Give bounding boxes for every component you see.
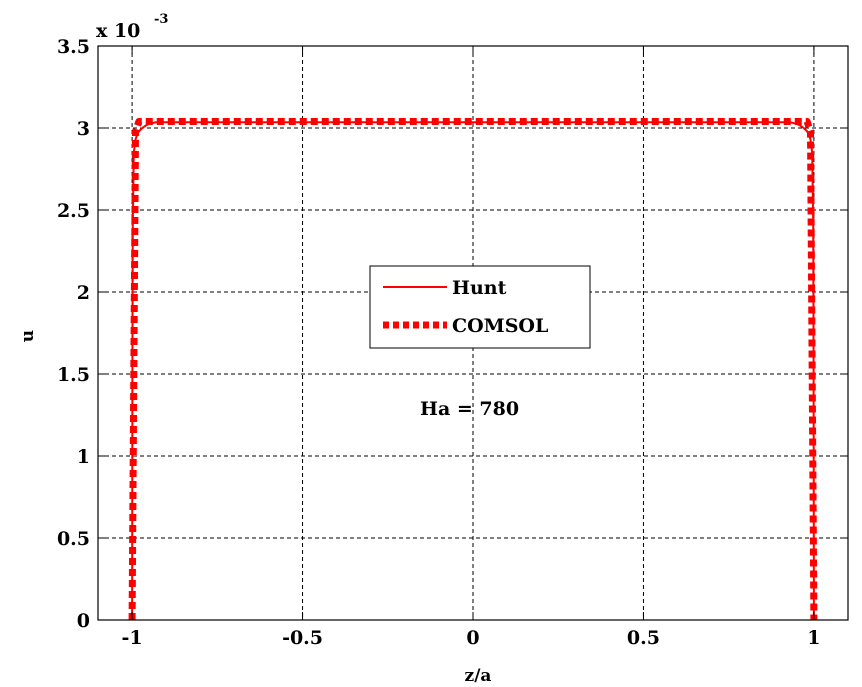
series-layer xyxy=(128,117,818,621)
y-tick-label: 2 xyxy=(77,282,90,304)
y-scale-multiplier: x 10 xyxy=(96,20,140,42)
y-tick-label: 3 xyxy=(77,118,90,140)
x-tick-label: -0.5 xyxy=(282,627,323,649)
legend-label-hunt: Hunt xyxy=(452,277,507,299)
legend: Hunt COMSOL xyxy=(369,265,591,349)
y-tick-label: 0.5 xyxy=(57,528,90,550)
y-tick-label: 0 xyxy=(77,610,90,632)
x-tick-label: 0 xyxy=(466,627,479,649)
x-tick-label: 1 xyxy=(807,627,820,649)
y-tick-label: 2.5 xyxy=(57,200,90,222)
series-line-comsol xyxy=(128,117,818,621)
y-tick-label: 1.5 xyxy=(57,364,90,386)
x-axis-label: z/a xyxy=(465,666,492,686)
legend-label-comsol: COMSOL xyxy=(452,315,548,337)
ticks: -1 -0.5 0 0.5 1 0 0.5 1 1.5 2 2.5 3 3.5 xyxy=(57,36,848,649)
y-tick-label: 3.5 xyxy=(57,36,90,58)
y-scale-exponent: -3 xyxy=(154,12,168,27)
x-tick-label: 0.5 xyxy=(627,627,660,649)
legend-box xyxy=(369,265,591,349)
x-tick-label: -1 xyxy=(122,627,143,649)
annotation-ha: Ha = 780 xyxy=(420,398,519,420)
y-tick-label: 1 xyxy=(77,446,90,468)
y-axis-label: u xyxy=(18,330,38,342)
